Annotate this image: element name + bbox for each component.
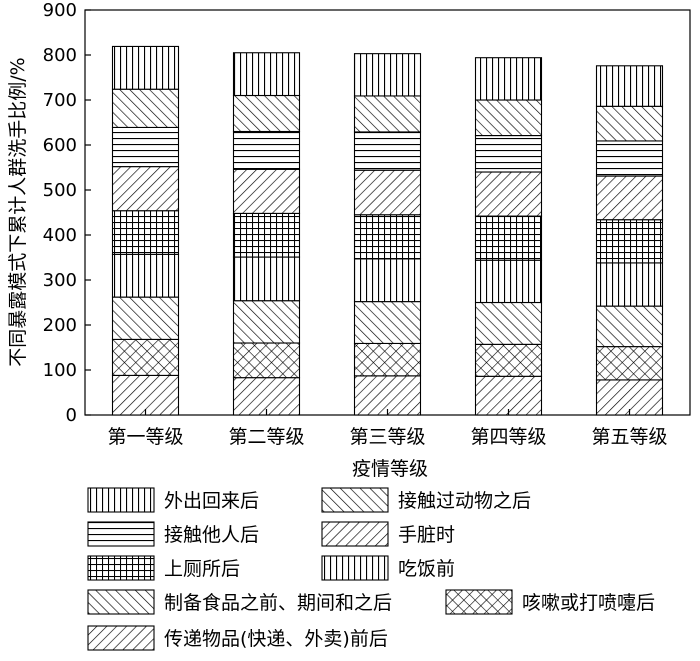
bar-segment (474, 215, 543, 261)
y-tick-label: 600 (43, 135, 77, 156)
bar-segment (595, 346, 664, 381)
x-tick-label: 第一等级 (107, 426, 183, 448)
bar-segment (595, 175, 664, 221)
bar-segment (232, 300, 301, 344)
bar-segment (111, 45, 180, 90)
legend-swatch (445, 589, 513, 615)
legend-label: 上厕所后 (164, 558, 240, 580)
bar-segment (111, 374, 180, 416)
bar-segment (232, 256, 301, 302)
legend-swatch (87, 589, 155, 615)
bar-segment (595, 219, 664, 264)
bar-segment (595, 140, 664, 177)
bar-segment (474, 135, 543, 173)
bar-segment (353, 214, 422, 260)
legend-label: 咳嗽或打喷嚏后 (522, 592, 655, 614)
bar-segment (232, 212, 301, 258)
legend-swatch (87, 521, 155, 547)
bar-segment (111, 166, 180, 212)
y-tick-label: 100 (43, 360, 77, 381)
y-tick-label: 800 (43, 45, 77, 66)
y-axis-label: 不同暴露模式下累计人群洗手比例/% (7, 57, 29, 366)
bar-segment (595, 262, 664, 307)
legend-swatch (321, 555, 389, 581)
bar-segment (232, 130, 301, 170)
bar-segment (474, 99, 543, 137)
bar-segment (232, 377, 301, 416)
bar-segment (232, 52, 301, 97)
legend-label: 手脏时 (398, 524, 455, 546)
bar-segment (595, 65, 664, 107)
y-tick-label: 700 (43, 90, 77, 111)
x-tick-label: 第二等级 (228, 426, 304, 448)
bar-segment (474, 259, 543, 304)
bar-segment (232, 342, 301, 379)
x-axis: 第一等级 第二等级 第三等级 第四等级 第五等级 (107, 409, 668, 448)
x-tick-label: 第四等级 (470, 426, 546, 448)
y-tick-label: 0 (66, 405, 77, 426)
bar-segment (353, 301, 422, 345)
bar-segment (353, 342, 422, 377)
bar-segment (353, 53, 422, 97)
y-tick-label: 400 (43, 225, 77, 246)
x-tick-label: 第五等级 (591, 426, 667, 448)
bar-segment (111, 88, 180, 128)
plot-area: 0 100 200 300 400 500 600 700 800 900 第一等级 第二等级 第三等… (43, 0, 691, 448)
bar-segment (474, 57, 543, 101)
x-axis-label: 疫情等级 (352, 458, 428, 480)
legend-label: 接触他人后 (164, 524, 259, 546)
legend-swatch (87, 555, 155, 581)
y-tick-label: 500 (43, 180, 77, 201)
legend-label: 外出回来后 (164, 490, 259, 512)
bar-segment (111, 210, 180, 255)
bar-segment (353, 95, 422, 133)
legend-label: 接触过动物之后 (398, 490, 531, 512)
bar-segment (111, 253, 180, 298)
bar-segment (111, 126, 180, 168)
bar-segment (595, 305, 664, 348)
bar-segment (474, 343, 543, 377)
x-tick-label: 第三等级 (349, 426, 425, 448)
legend-label: 吃饭前 (398, 558, 455, 580)
legend-swatch (87, 487, 155, 513)
bar-segment (111, 296, 180, 340)
y-tick-label: 900 (43, 0, 77, 21)
bar-segment (232, 168, 301, 214)
legend-swatch (321, 521, 389, 547)
bar-segment (353, 131, 422, 171)
bar-segment (474, 375, 543, 416)
legend-label: 传递物品(快递、外卖)前后 (164, 628, 388, 650)
legend-swatch (87, 625, 155, 651)
bar-segment (595, 105, 664, 142)
bar-segment (232, 94, 301, 133)
bar-segment (111, 338, 180, 376)
bar-segment (353, 169, 422, 216)
legend-label: 制备食品之前、期间和之后 (164, 592, 392, 614)
y-tick-label: 300 (43, 270, 77, 291)
bars (111, 45, 664, 416)
bar-segment (353, 258, 422, 303)
bar-segment (474, 301, 543, 345)
y-tick-label: 200 (43, 315, 77, 336)
y-axis: 0 100 200 300 400 500 600 700 800 900 (43, 0, 91, 426)
legend-swatch (321, 487, 389, 513)
bar-segment (353, 375, 422, 416)
bar-segment (474, 171, 543, 217)
